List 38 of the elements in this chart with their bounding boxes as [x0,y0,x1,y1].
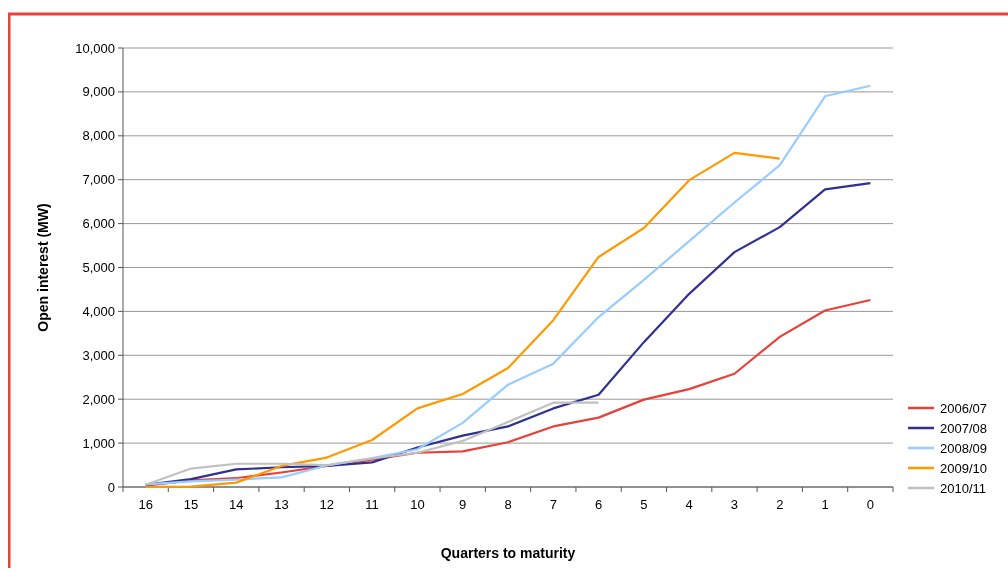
x-tick-label: 12 [319,497,335,512]
y-tick-label: 2,000 [82,391,115,407]
x-tick-label: 14 [229,497,244,512]
y-tick-label: 10,000 [75,40,115,56]
x-tick-label: 10 [410,497,425,512]
legend-label: 2009/10 [940,460,987,476]
line-series [144,151,781,489]
x-tick-label: 4 [685,497,693,512]
y-tick-label: 7,000 [82,172,115,188]
y-tick-label: 9,000 [82,84,115,100]
y-tick-label: 3,000 [82,347,115,363]
x-tick-label: 0 [866,497,874,512]
x-tick-label: 6 [594,497,603,512]
x-tick-label: 11 [365,497,379,512]
x-tick-label: 3 [730,497,739,512]
x-tick-label: 13 [274,497,289,512]
x-tick-label: 8 [504,497,512,512]
x-tick-label: 9 [459,497,467,512]
y-axis-title: Open interest (MW) [35,203,51,332]
y-tick-label: 1,000 [82,435,115,451]
line-series [144,182,872,486]
y-tick-label: 4,000 [82,303,115,319]
legend-label: 2007/08 [940,420,987,436]
x-tick-label: 5 [640,497,648,512]
x-tick-label: 1 [821,497,829,512]
x-tick-label: 7 [549,497,557,512]
y-tick-label: 5,000 [82,260,115,276]
legend-label: 2006/07 [940,400,987,416]
x-tick-label: 2 [776,497,784,512]
x-axis-title: Quarters to maturity [440,545,576,561]
line-series [144,401,600,486]
y-tick-label: 8,000 [82,128,115,144]
x-tick-label: 16 [138,497,153,512]
y-tick-label: 0 [107,479,115,495]
legend-label: 2008/09 [940,440,987,456]
legend-label: 2010/11 [940,480,987,496]
y-tick-label: 6,000 [82,216,115,232]
x-tick-label: 15 [183,497,199,512]
